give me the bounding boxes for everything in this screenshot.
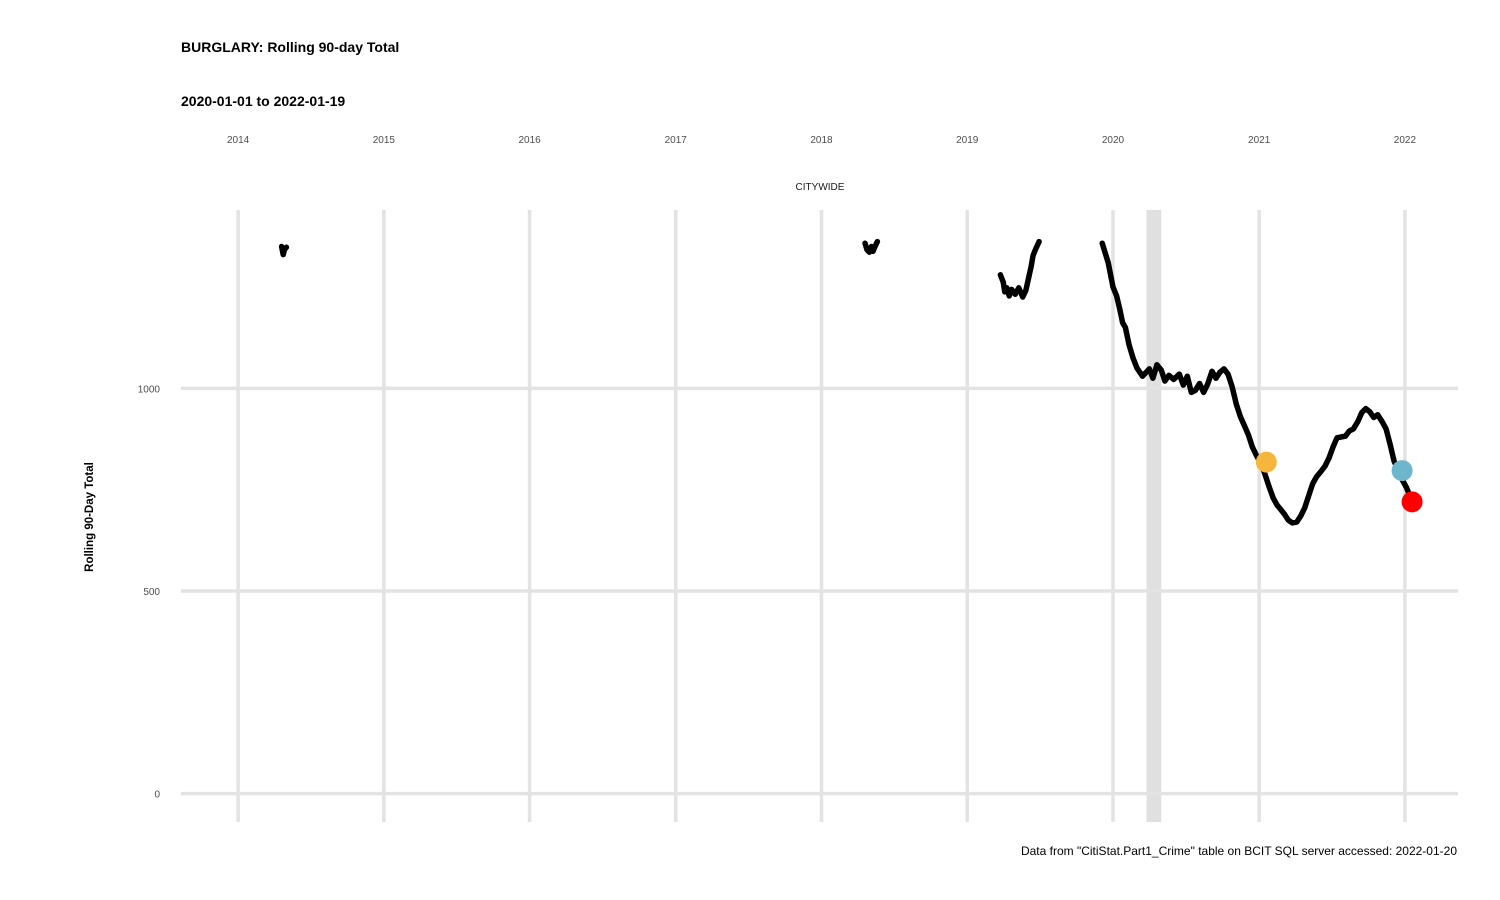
series-layer xyxy=(278,238,1415,526)
x-tick-label: 2014 xyxy=(227,135,250,146)
highlight-point-2 xyxy=(1391,460,1413,482)
chart-subtitle: 2020-01-01 to 2022-01-19 xyxy=(181,93,346,109)
y-tick-label: 1000 xyxy=(138,384,161,395)
highlight-point-3 xyxy=(1401,491,1423,513)
series-line-2 xyxy=(862,238,881,255)
x-tick-label: 2022 xyxy=(1394,135,1417,146)
x-tick-label: 2018 xyxy=(810,135,833,146)
x-tick-label: 2016 xyxy=(518,135,541,146)
x-tick-label: 2020 xyxy=(1102,135,1125,146)
y-tick-label: 0 xyxy=(154,790,160,801)
x-tick-label: 2015 xyxy=(373,135,396,146)
chart-title: BURGLARY: Rolling 90-day Total xyxy=(181,39,400,55)
x-tick-label: 2021 xyxy=(1248,135,1271,146)
highlight-point-1 xyxy=(1255,451,1277,473)
shaded-period xyxy=(1146,210,1162,822)
x-tick-labels: 2014 2015 2016 2017 2018 2019 2020 2021 2022 xyxy=(227,135,1416,146)
series-line-3 xyxy=(997,238,1042,300)
y-tick-labels: 0 500 1000 xyxy=(138,384,161,800)
shaded-period-layer xyxy=(1146,210,1162,822)
x-tick-label: 2019 xyxy=(956,135,979,146)
series-line-1 xyxy=(278,243,290,258)
facet-strip-label: CITYWIDE xyxy=(796,182,845,193)
grid-layer xyxy=(181,210,1458,822)
y-axis-title: Rolling 90-Day Total xyxy=(84,462,96,572)
x-tick-label: 2017 xyxy=(665,135,688,146)
y-tick-label: 500 xyxy=(143,587,160,598)
highlight-points-layer xyxy=(1255,451,1423,513)
data-source-caption: Data from "CitiStat.Part1_Crime" table o… xyxy=(1020,844,1457,858)
